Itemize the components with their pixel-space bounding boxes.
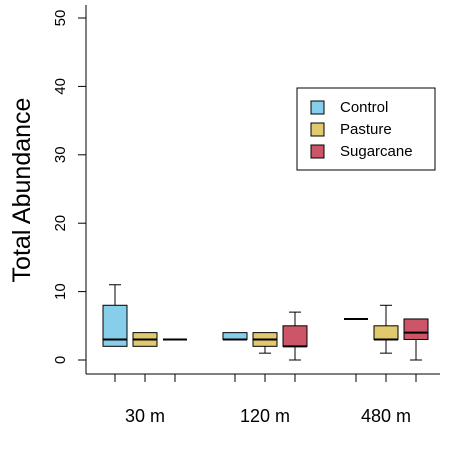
- box-iqr: [403, 318, 429, 340]
- x-category-label: 120 m: [240, 406, 290, 426]
- box-iqr: [222, 332, 248, 340]
- y-axis-title: Total Abundance: [8, 98, 36, 283]
- box-control-1: [222, 332, 248, 341]
- box-pasture-2: [373, 304, 399, 354]
- y-tick-label: 0: [52, 356, 69, 364]
- y-tick-label: 30: [52, 146, 69, 163]
- legend: Control Pasture Sugarcane: [296, 87, 436, 171]
- legend-label-control: Control: [340, 99, 388, 116]
- box-pasture-1: [252, 332, 278, 354]
- x-category-label: 30 m: [125, 406, 165, 426]
- box-control-0: [102, 284, 128, 347]
- y-tick-label: 10: [52, 283, 69, 300]
- axes: 0 10 20 30 40 50 30 m 120 m 480 m Total Abundan…: [8, 5, 440, 426]
- y-tick-label: 50: [52, 10, 69, 27]
- boxes: [102, 284, 429, 361]
- legend-swatch-sugarcane: [310, 144, 325, 159]
- box-iqr: [373, 325, 399, 340]
- box-pasture-0: [132, 332, 158, 347]
- x-category-label: 480 m: [361, 406, 411, 426]
- y-tick-label: 20: [52, 215, 69, 232]
- box-sugarcane-2: [403, 318, 429, 361]
- x-ticks: 30 m 120 m 480 m: [114, 374, 417, 426]
- legend-swatch-pasture: [310, 122, 325, 137]
- box-sugarcane-1: [282, 311, 308, 361]
- box-iqr: [282, 325, 308, 347]
- legend-label-pasture: Pasture: [340, 121, 392, 138]
- legend-label-sugarcane: Sugarcane: [340, 143, 413, 160]
- legend-swatch-control: [310, 100, 325, 115]
- y-tick-label: 40: [52, 78, 69, 95]
- y-ticks: 0 10 20 30 40 50: [52, 10, 86, 364]
